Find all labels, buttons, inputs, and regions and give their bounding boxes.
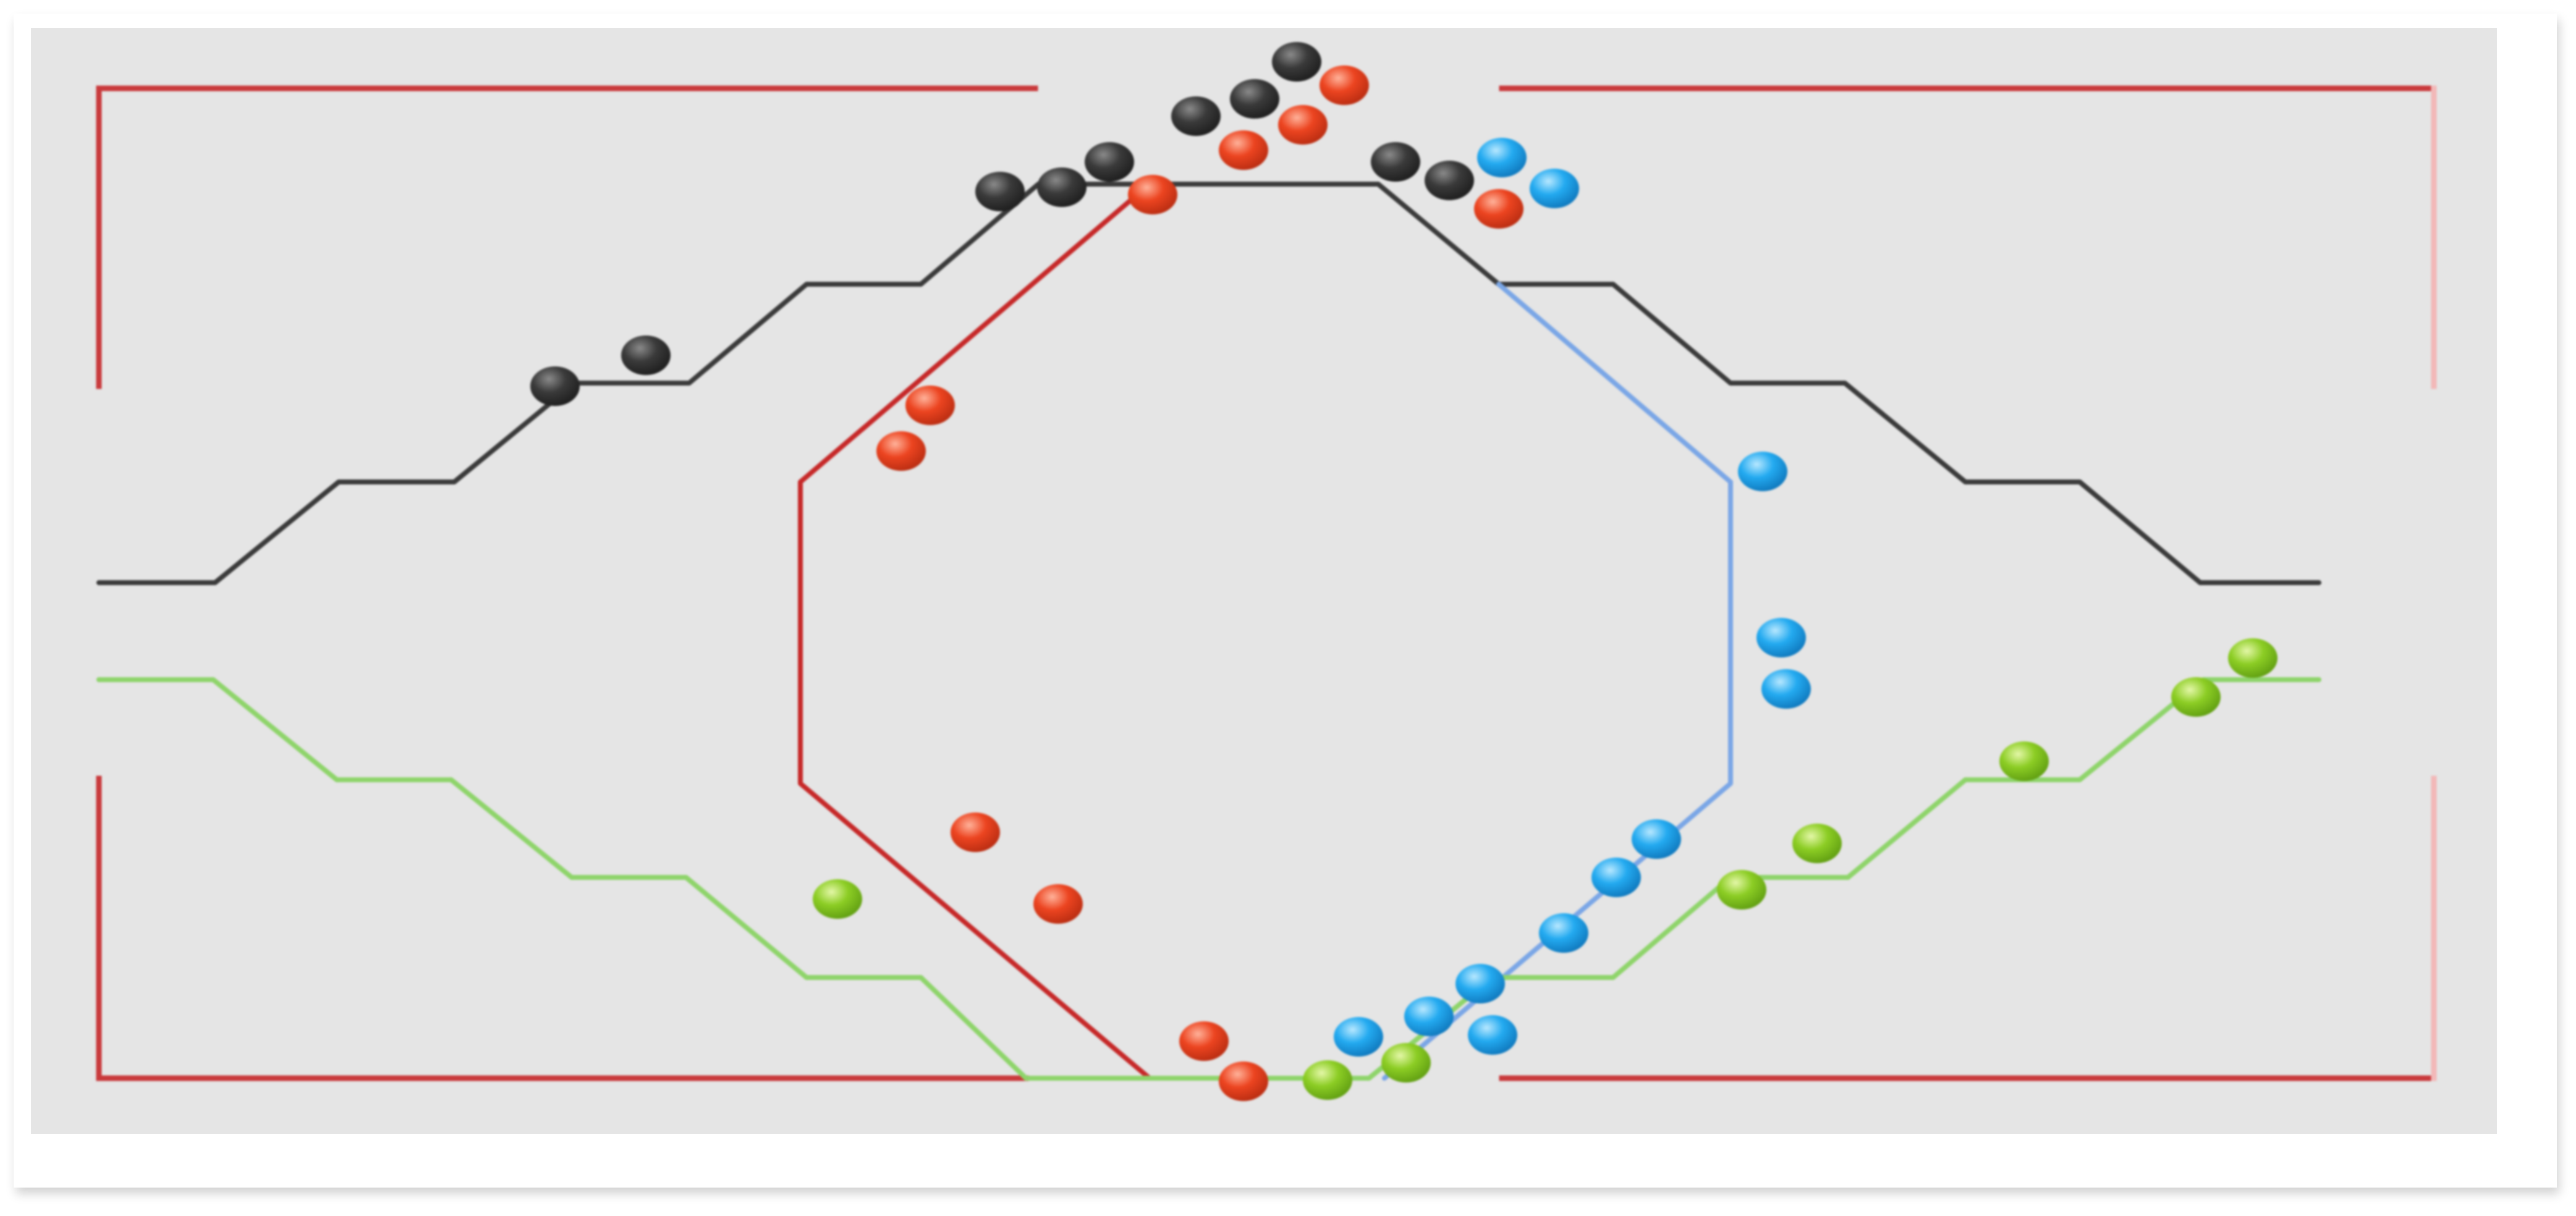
green-track [96, 677, 2321, 1081]
blue-dot [1539, 913, 1588, 953]
green-dot [1999, 741, 2049, 781]
black-dot [1425, 161, 1474, 200]
black-dot [530, 366, 580, 406]
black-dot [621, 336, 671, 375]
blue-dot [1761, 669, 1811, 709]
black-dot [1171, 96, 1221, 136]
green-dot [2171, 677, 2221, 717]
red-dot [1128, 175, 1177, 214]
blue-dot [1455, 964, 1505, 1003]
green-dot [1303, 1060, 1352, 1100]
blue-track [1382, 282, 1733, 1081]
black-dot [1085, 142, 1134, 182]
black-track [96, 182, 2321, 585]
blue-dot [1334, 1017, 1383, 1057]
red-dot [951, 813, 1000, 852]
blue-dot [1530, 169, 1579, 208]
blue-dot [1738, 452, 1787, 491]
green-dot [1381, 1043, 1431, 1083]
green-dot [813, 879, 862, 919]
black-dot [1037, 167, 1087, 207]
red-dot [1474, 189, 1523, 229]
blue-dot [1404, 997, 1454, 1036]
bracket-bottom-left [96, 775, 1029, 1081]
frame-brackets [96, 85, 2437, 1081]
tracks [96, 182, 2321, 1081]
blue-dot [1591, 858, 1641, 897]
black-dot [975, 172, 1025, 211]
dots [530, 42, 2277, 1101]
diagram-panel [31, 28, 2497, 1134]
blue-dot [1477, 138, 1527, 177]
black-dot [1230, 79, 1279, 119]
red-track [798, 182, 1152, 1081]
blue-dot [1632, 819, 1681, 859]
blue-dot [1756, 618, 1806, 657]
bracket-top-left [96, 85, 1038, 389]
red-dot [1320, 65, 1369, 105]
red-dot [1219, 130, 1268, 170]
green-dot [1717, 870, 1766, 910]
black-dot [1272, 42, 1321, 82]
green-dot [2228, 638, 2277, 678]
blue-dot [1468, 1015, 1517, 1055]
red-dot [905, 386, 955, 425]
red-dot [1033, 884, 1083, 924]
red-dot [1278, 105, 1328, 145]
red-dot [1179, 1021, 1229, 1061]
black-dot [1371, 142, 1420, 182]
red-dot [876, 431, 926, 471]
green-dot [1792, 824, 1842, 863]
red-dot [1219, 1062, 1268, 1101]
